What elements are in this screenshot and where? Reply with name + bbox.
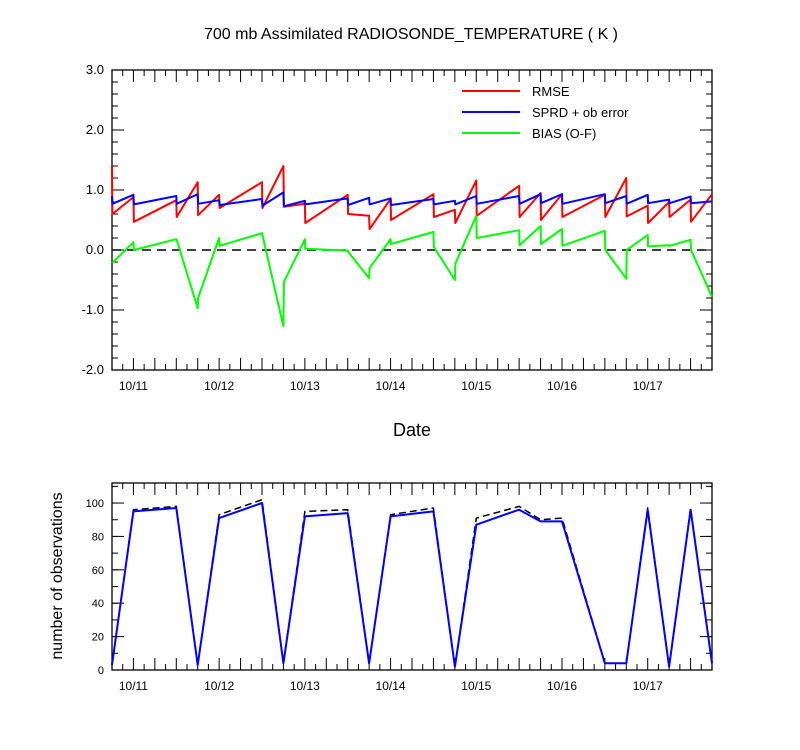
y-axis-label: number of observations [49, 492, 66, 659]
x-tick-label: 10/15 [461, 379, 491, 393]
legend-label: RMSE [532, 84, 570, 99]
x-tick-label: 10/13 [290, 379, 320, 393]
x-tick-label: 10/12 [204, 379, 234, 393]
x-axis-label: Date [393, 420, 431, 440]
x-tick-label: 10/17 [633, 679, 663, 693]
y-tick-label: 100 [86, 498, 104, 510]
series-line-sprd-ob-error [111, 191, 713, 208]
chart-title: 700 mb Assimilated RADIOSONDE_TEMPERATUR… [204, 26, 618, 43]
x-tick-label: 10/12 [204, 679, 234, 693]
y-tick-label: 3.0 [86, 62, 104, 77]
x-tick-label: 10/15 [461, 679, 491, 693]
x-tick-label: 10/13 [290, 679, 320, 693]
series-line-s0 [111, 502, 713, 668]
x-tick-label: 10/14 [376, 379, 406, 393]
x-tick-label: 10/16 [547, 679, 577, 693]
y-tick-label: 1.0 [86, 182, 104, 197]
legend-label: BIAS (O-F) [532, 126, 596, 141]
x-tick-label: 10/11 [119, 679, 148, 693]
x-tick-label: 10/17 [633, 379, 663, 393]
y-tick-label: -2.0 [82, 362, 104, 377]
y-tick-label: 0.0 [86, 242, 104, 257]
x-tick-label: 10/14 [376, 679, 406, 693]
bottom-plot: 10/11 10/12 10/13 10/14 10/15 10/16 10/17 100 80… [86, 482, 713, 693]
x-tick-label: 10/16 [547, 379, 577, 393]
y-tick-label: 60 [92, 565, 104, 577]
legend-label: SPRD + ob error [532, 105, 629, 120]
y-tick-label: 0 [98, 665, 104, 677]
series-line-bias-o-f- [111, 214, 713, 328]
x-tick-label: 10/11 [119, 379, 148, 393]
y-tick-label: 40 [92, 598, 104, 610]
y-tick-label: 20 [92, 632, 104, 644]
y-tick-label: -1.0 [82, 302, 104, 317]
y-tick-label: 80 [92, 531, 104, 543]
y-tick-label: 2.0 [86, 122, 104, 137]
top-plot: 10/11 10/12 10/13 10/14 10/15 10/16 10/17 3.0 2.… [82, 62, 713, 393]
